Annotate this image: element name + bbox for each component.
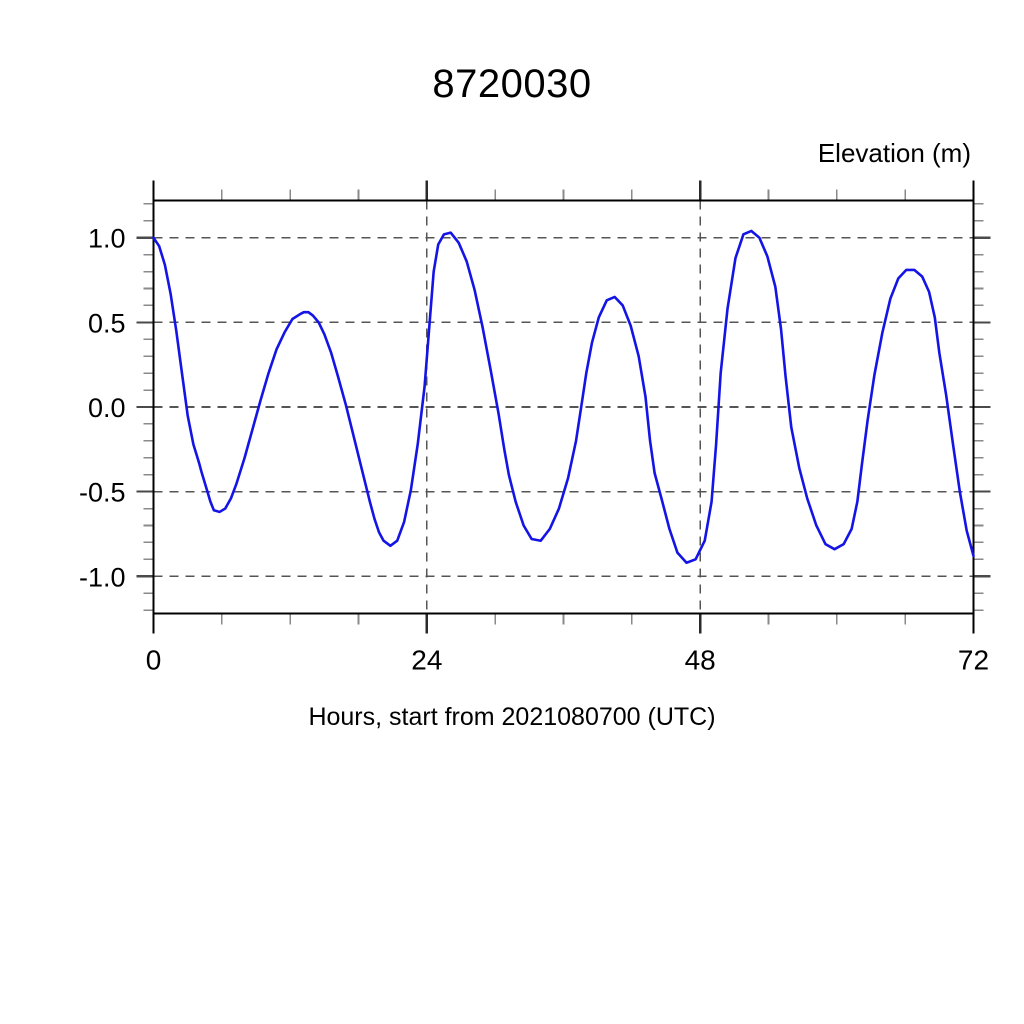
- y-tick-label: 0.5: [88, 308, 126, 338]
- gridlines: [153, 200, 974, 614]
- y-tick-label: -0.5: [79, 478, 126, 508]
- y-axis-label: Elevation (m): [817, 138, 971, 168]
- data-series-line: [152, 229, 975, 565]
- y-tick-label: 0.0: [88, 393, 126, 423]
- x-axis-label: Hours, start from 2021080700 (UTC): [308, 703, 716, 731]
- x-tick-labels: 0 24 48 72: [146, 645, 989, 676]
- x-tick-label: 48: [685, 645, 716, 676]
- plot-frame: [152, 180, 975, 634]
- data-series-layer: [152, 229, 975, 565]
- x-tick-label: 72: [958, 645, 989, 676]
- y-tick-labels: 1.0 0.5 0.0 -0.5 -1.0: [79, 224, 126, 593]
- y-tick-label: -1.0: [79, 562, 126, 592]
- page-title: 8720030: [432, 62, 592, 106]
- y-tick-label: 1.0: [88, 224, 126, 254]
- x-tick-label: 24: [411, 645, 442, 676]
- x-tick-label: 0: [146, 645, 162, 676]
